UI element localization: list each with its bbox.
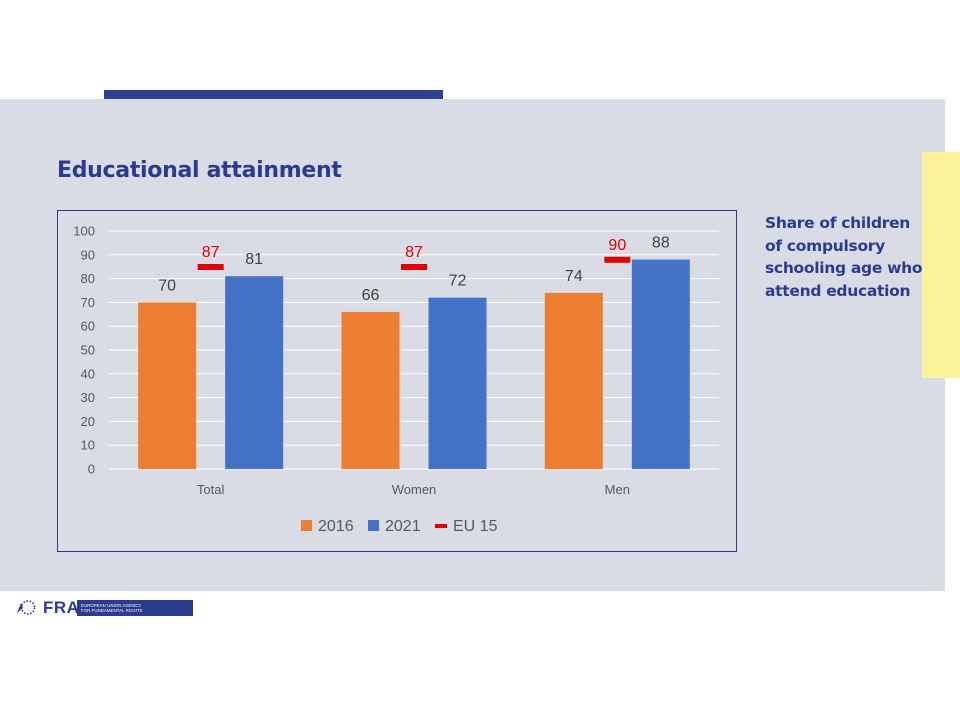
legend-label: 2021 — [385, 518, 421, 535]
y-tick-label: 60 — [81, 319, 95, 334]
bar-2021 — [428, 297, 487, 469]
bar-value-label: 70 — [158, 277, 176, 294]
y-tick-label: 20 — [81, 414, 95, 429]
bar-value-label: 66 — [362, 287, 380, 304]
y-tick-label: 10 — [81, 438, 95, 453]
bar-value-label: 88 — [652, 235, 670, 252]
x-category-label: Men — [605, 482, 630, 497]
chart-container: 0 10 20 30 40 50 60 70 80 90 100 70 81 87 Total 66 72 87 W… — [57, 210, 737, 552]
top-accent-bar — [104, 90, 443, 99]
bar-2021 — [225, 276, 284, 469]
x-category-label: Women — [392, 482, 437, 497]
bar-2016 — [341, 311, 400, 469]
eu15-value-label: 87 — [202, 244, 220, 261]
x-category-label: Total — [197, 482, 225, 497]
y-tick-label: 90 — [81, 247, 95, 262]
bar-value-label: 74 — [565, 268, 583, 285]
bar-value-label: 72 — [449, 273, 467, 290]
y-tick-label: 50 — [81, 343, 95, 358]
logo-agency-line2: FOR FUNDAMENTAL RIGHTS — [81, 608, 143, 613]
y-tick-label: 80 — [81, 271, 95, 286]
yellow-side-tab — [922, 152, 960, 378]
logo-agency-line1: EUROPEAN UNION AGENCY — [81, 603, 142, 608]
logo-agency-bar: EUROPEAN UNION AGENCY FOR FUNDAMENTAL RI… — [77, 600, 193, 616]
legend-swatch-2021 — [368, 520, 379, 531]
eu15-value-label: 87 — [405, 244, 423, 261]
legend-label: 2016 — [318, 518, 354, 535]
y-tick-label: 70 — [81, 295, 95, 310]
bar-2016 — [544, 292, 603, 469]
chart-description: Share of children of compulsory schoolin… — [765, 214, 923, 300]
fra-logo: FRA EUROPEAN UNION AGENCY FOR FUNDAMENTA… — [15, 598, 195, 617]
eu15-value-label: 90 — [608, 237, 626, 254]
eu-flag-icon — [17, 600, 36, 615]
y-tick-label: 100 — [73, 224, 95, 239]
bar-chart: 0 10 20 30 40 50 60 70 80 90 100 70 81 87 Total 66 72 87 W… — [73, 224, 719, 535]
legend-label: EU 15 — [453, 518, 498, 535]
logo-wordmark: FRA — [43, 598, 80, 617]
slide-title: Educational attainment — [57, 158, 342, 183]
bar-2016 — [138, 302, 197, 469]
bar-2021 — [631, 259, 690, 469]
bar-value-label: 81 — [245, 251, 263, 268]
y-tick-label: 40 — [81, 366, 95, 381]
legend-swatch-2016 — [301, 520, 312, 531]
y-tick-label: 0 — [88, 462, 95, 477]
y-tick-label: 30 — [81, 390, 95, 405]
